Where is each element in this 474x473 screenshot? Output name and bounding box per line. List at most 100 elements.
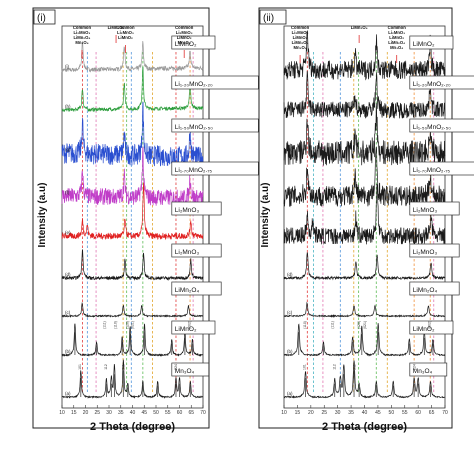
series-trace bbox=[283, 103, 446, 166]
x-tick-label: 30 bbox=[335, 410, 341, 416]
series-trace bbox=[283, 30, 446, 81]
series-label-box bbox=[171, 201, 222, 216]
x-tick-label: 55 bbox=[402, 410, 408, 416]
peak-index-label: (120) bbox=[357, 321, 361, 329]
series-label-box bbox=[171, 75, 259, 90]
panel-label: (i) bbox=[37, 13, 46, 24]
annotation-text: LiMn₂O₄ bbox=[74, 35, 91, 40]
series-label: LiMnO₂ bbox=[413, 41, 435, 48]
series-label: LiMn₂O₄ bbox=[175, 287, 200, 294]
series-letter: (e) bbox=[287, 230, 293, 235]
series-trace bbox=[61, 146, 204, 208]
series-trace bbox=[61, 101, 204, 168]
y-axis-title: Intensity (a.u) bbox=[37, 182, 48, 247]
x-tick-label: 45 bbox=[375, 410, 381, 416]
annotation-text: Mn₃O₄ bbox=[390, 45, 403, 50]
series-label: Li₁.₇₀MnO₂.₇₅ bbox=[413, 167, 451, 174]
series-trace bbox=[284, 360, 446, 399]
annotation-text: LiMn₂O₄ bbox=[351, 25, 368, 30]
series-label-box bbox=[409, 75, 474, 90]
series-letter: (c) bbox=[65, 310, 71, 315]
series-label-box bbox=[409, 362, 448, 377]
series-trace bbox=[283, 183, 446, 245]
annotation-text: Mn₃O₄ bbox=[75, 40, 88, 45]
x-tick-label: 30 bbox=[106, 410, 112, 416]
series-letter: (b) bbox=[65, 349, 71, 354]
series-label: Li₁.₂₀MnO₂.₂₀ bbox=[413, 81, 451, 88]
panel-frame bbox=[32, 7, 210, 429]
series-trace bbox=[283, 252, 446, 281]
x-tick-label: 35 bbox=[348, 410, 354, 416]
annotation-text: Li₂MnO₃ bbox=[117, 30, 134, 35]
peak-index-label: 112 bbox=[333, 364, 337, 370]
peak-index-label: (111) bbox=[103, 321, 107, 329]
series-trace bbox=[61, 249, 204, 281]
series-trace bbox=[61, 66, 204, 113]
peak-index-label: 101 bbox=[78, 364, 82, 370]
panel-label-box bbox=[259, 9, 287, 25]
series-label: Li₂MnO₃ bbox=[175, 249, 200, 256]
annotation-text: Common bbox=[175, 25, 194, 30]
peak-index-label: (002) bbox=[428, 321, 432, 329]
x-tick-label: 65 bbox=[188, 410, 194, 416]
series-label: LiMnO₂ bbox=[413, 326, 435, 333]
annotation-text: Mn₃O₄ bbox=[178, 40, 191, 45]
y-axis-title: Intensity (a.u) bbox=[260, 182, 271, 247]
series-trace bbox=[61, 40, 204, 73]
annotation-text: LiMnO₂ bbox=[118, 35, 133, 40]
annotation-text: LiMnO₂ bbox=[177, 35, 192, 40]
x-tick-label: 70 bbox=[442, 410, 448, 416]
x-tick-label: 40 bbox=[130, 410, 136, 416]
series-label: LiMn₂O₄ bbox=[413, 287, 438, 294]
series-label-box bbox=[171, 161, 259, 176]
series-trace bbox=[283, 301, 446, 318]
panel-2: (ii) (i) LiMnO₂ (h) Li₁.₂₀MnO₂.₂₀ (g) Li₁.₅₀Mn… bbox=[258, 7, 474, 433]
series-label: LiMnO₂ bbox=[175, 326, 197, 333]
peak-index-label: 211 bbox=[122, 364, 126, 370]
x-tick-label: 50 bbox=[153, 410, 159, 416]
series-letter: (g) bbox=[65, 147, 71, 152]
annotation-text: Common bbox=[116, 25, 135, 30]
series-label-box bbox=[171, 320, 216, 335]
series-label: Mn₃O₄ bbox=[413, 368, 433, 375]
x-axis-title: 2 Theta (degree) bbox=[90, 421, 175, 433]
series-label: Li₂MnO₃ bbox=[175, 207, 200, 214]
annotation-text: Li₂MnO₃ bbox=[388, 30, 405, 35]
series-trace bbox=[283, 146, 446, 208]
x-tick-label: 60 bbox=[177, 410, 183, 416]
series-label: Mn₃O₄ bbox=[175, 368, 195, 375]
annotation-text: LiMn₂O₄ bbox=[292, 40, 309, 45]
series-label: Li₂MnO₃ bbox=[413, 249, 438, 256]
series-letter: (d) bbox=[287, 272, 293, 277]
peak-index-label: 101 bbox=[303, 364, 307, 370]
peak-index-label: (110) bbox=[303, 321, 307, 329]
series-letter: (e) bbox=[65, 230, 71, 235]
series-letter: (f) bbox=[65, 190, 70, 195]
series-label: Li₁.₂₀MnO₂.₂₀ bbox=[175, 81, 213, 88]
annotation-text: LiMn₂O₄ bbox=[108, 25, 125, 30]
annotation-text: LiMn₂O₄ bbox=[388, 40, 405, 45]
peak-index-label: 112 bbox=[104, 364, 108, 370]
series-letter: (h) bbox=[65, 104, 71, 109]
x-tick-label: 55 bbox=[165, 410, 171, 416]
x-tick-label: 60 bbox=[415, 410, 421, 416]
series-letter: (f) bbox=[287, 190, 292, 195]
series-label-box bbox=[409, 243, 460, 258]
panel-label: (ii) bbox=[263, 13, 274, 24]
peak-index-label: (021) bbox=[131, 321, 135, 329]
x-tick-label: 20 bbox=[83, 410, 89, 416]
series-trace bbox=[61, 301, 204, 318]
series-letter: (d) bbox=[65, 272, 71, 277]
x-tick-label: 40 bbox=[362, 410, 368, 416]
peak-index-label: (002) bbox=[187, 321, 191, 329]
series-letter: (c) bbox=[287, 310, 293, 315]
x-tick-label: 15 bbox=[71, 410, 77, 416]
series-letter: (i) bbox=[287, 64, 291, 69]
series-trace bbox=[61, 182, 204, 241]
peak-index-label: 224 bbox=[174, 364, 178, 370]
panel-1: (i) (i) LiMnO₂ (h) Li₁.₂₀MnO₂.₂₀ (g) Li₁.₅₀MnO… bbox=[32, 7, 259, 433]
series-letter: (i) bbox=[65, 64, 69, 69]
series-label-box bbox=[171, 281, 222, 296]
series-label: LiMnO₂ bbox=[175, 41, 197, 48]
annotation-text: Common bbox=[73, 25, 92, 30]
